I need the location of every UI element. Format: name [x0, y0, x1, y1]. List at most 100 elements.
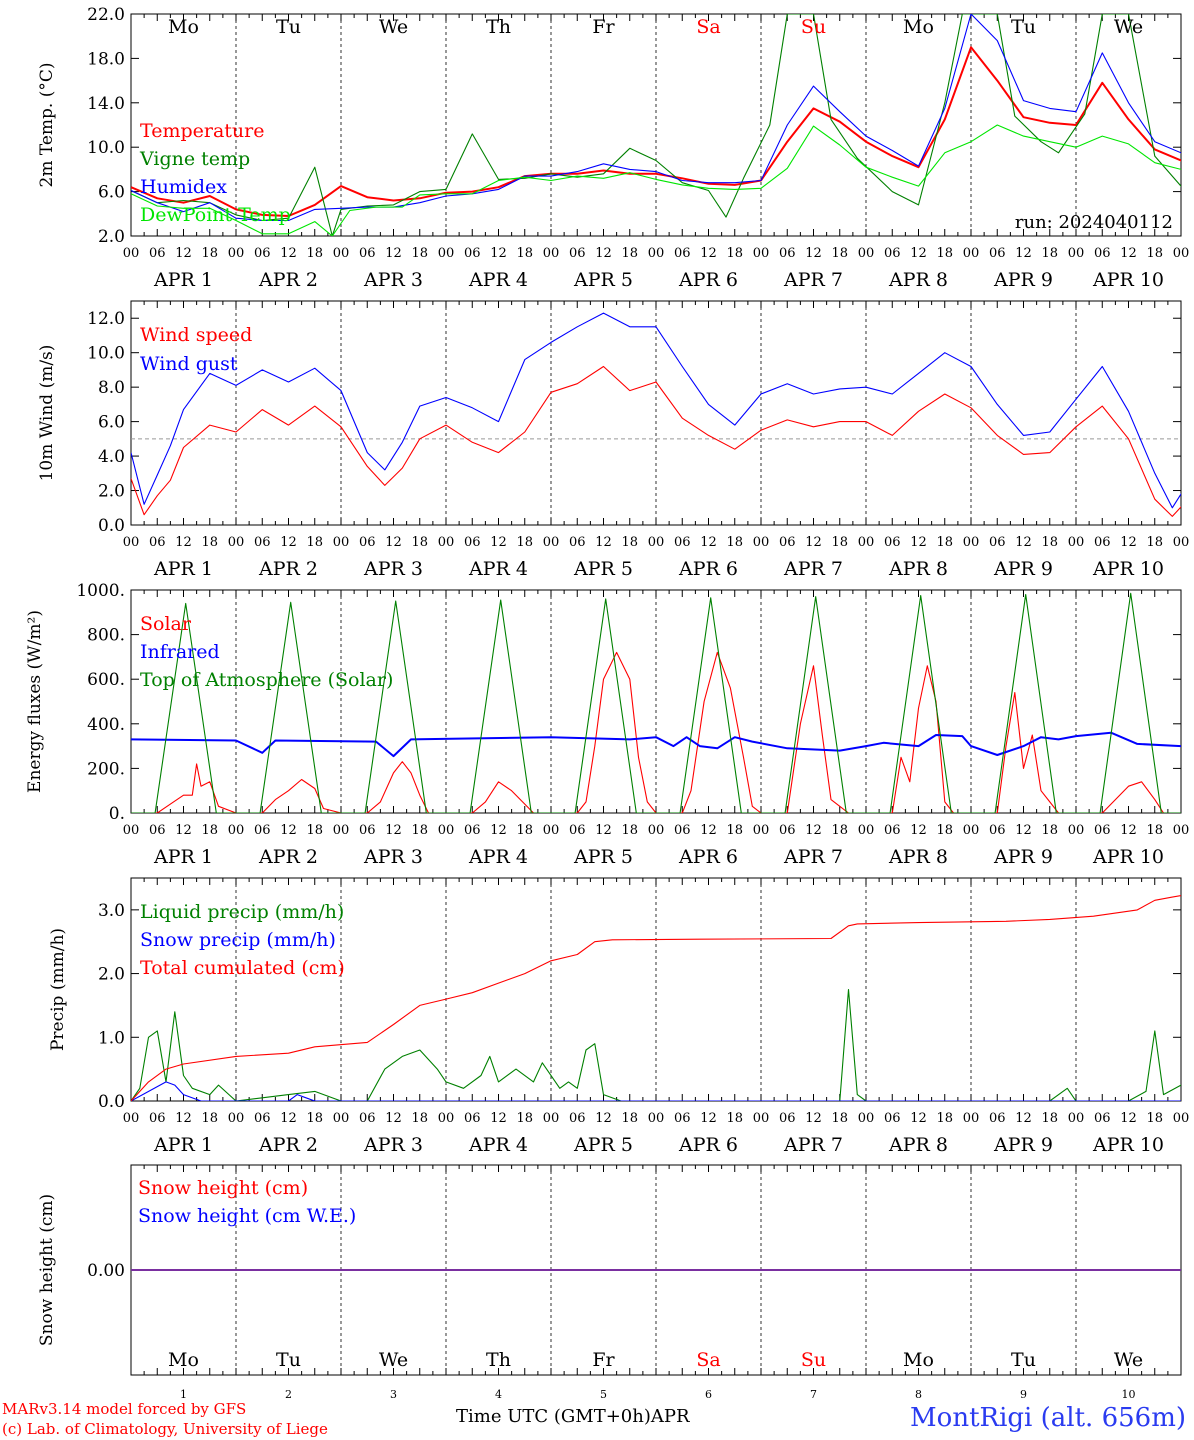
- date-label: APR 7: [783, 269, 843, 291]
- hour-tick-label: 12: [280, 823, 297, 838]
- day-of-week-label: Th: [486, 16, 511, 38]
- day-of-week-label: Sa: [696, 1349, 720, 1371]
- hour-tick-label: 18: [621, 535, 638, 550]
- series-dewpoint-temp: [131, 124, 1181, 236]
- panel-frame: [130, 300, 1182, 526]
- hour-tick-label: 06: [989, 246, 1006, 261]
- series-wind-gust: [131, 312, 1181, 509]
- day-of-week-label: We: [379, 1349, 408, 1371]
- hour-tick-label: 18: [726, 535, 743, 550]
- hour-tick-label: 18: [411, 823, 428, 838]
- hour-tick-label: 06: [1094, 246, 1111, 261]
- hour-tick-label: 00: [963, 1111, 980, 1126]
- hour-tick-label: 18: [1041, 246, 1058, 261]
- hour-tick-label: 18: [831, 535, 848, 550]
- hour-tick-label: 12: [175, 1111, 192, 1126]
- hour-tick-label: 18: [516, 246, 533, 261]
- legend-dewpoint-temp: DewPoint Temp: [140, 204, 291, 226]
- legend-wind-gust: Wind gust: [140, 353, 238, 375]
- hour-tick-label: 06: [359, 1111, 376, 1126]
- hour-tick-label: 12: [490, 246, 507, 261]
- date-label: APR 4: [468, 558, 528, 580]
- hour-tick-label: 12: [385, 823, 402, 838]
- y-tick-label: 800.: [87, 626, 125, 646]
- hour-tick-label: 18: [831, 246, 848, 261]
- date-label: APR 1: [153, 269, 213, 291]
- hour-tick-label: 00: [543, 1111, 560, 1126]
- hour-tick-label: 00: [858, 1111, 875, 1126]
- hour-tick-label: 12: [1015, 1111, 1032, 1126]
- series-top-of-atmosphere-solar-: [131, 592, 1181, 813]
- hour-tick-label: 00: [123, 535, 140, 550]
- hour-tick-label: 18: [936, 535, 953, 550]
- hour-tick-label: 12: [910, 535, 927, 550]
- y-tick-label: 10.0: [87, 138, 125, 158]
- hour-tick-label: 18: [306, 246, 323, 261]
- hour-tick-label: 06: [1094, 1111, 1111, 1126]
- y-tick-label: 0.: [109, 804, 125, 824]
- hour-tick-label: 12: [385, 1111, 402, 1126]
- date-label: APR 4: [468, 269, 528, 291]
- hour-tick-label: 12: [700, 535, 717, 550]
- hour-tick-label: 18: [1146, 1111, 1163, 1126]
- date-label: APR 9: [993, 269, 1053, 291]
- hour-tick-label: 06: [569, 246, 586, 261]
- hour-tick-label: 18: [726, 246, 743, 261]
- hour-tick-label: 06: [569, 1111, 586, 1126]
- hour-tick-label: 12: [595, 1111, 612, 1126]
- hour-tick-label: 00: [438, 535, 455, 550]
- hour-tick-label: 06: [464, 823, 481, 838]
- hour-tick-label: 06: [254, 823, 271, 838]
- hour-tick-label: 00: [333, 535, 350, 550]
- day-number-label: 8: [915, 1388, 922, 1401]
- hour-tick-label: 00: [123, 246, 140, 261]
- hour-tick-label: 18: [936, 823, 953, 838]
- hour-tick-label: 00: [123, 1111, 140, 1126]
- hour-tick-label: 12: [175, 246, 192, 261]
- hour-tick-label: 12: [805, 823, 822, 838]
- hour-tick-label: 06: [779, 1111, 796, 1126]
- hour-tick-label: 00: [333, 823, 350, 838]
- hour-tick-label: 06: [674, 1111, 691, 1126]
- hour-tick-label: 12: [805, 246, 822, 261]
- y-tick-label: 10.0: [87, 344, 125, 364]
- series-snow-precip-mm-h-: [131, 1081, 1181, 1101]
- y-tick-label: 200.: [87, 759, 125, 779]
- legend-temperature: Temperature: [140, 120, 264, 142]
- hour-tick-label: 00: [1173, 1111, 1190, 1126]
- hour-tick-label: 12: [175, 535, 192, 550]
- date-label: APR 4: [468, 1134, 528, 1156]
- date-label: APR 3: [363, 1134, 423, 1156]
- series-solar: [131, 651, 1181, 813]
- hour-tick-label: 12: [910, 823, 927, 838]
- panel-wind: [130, 300, 1182, 526]
- hour-tick-label: 12: [1015, 823, 1032, 838]
- hour-tick-label: 18: [621, 246, 638, 261]
- hour-tick-label: 12: [595, 535, 612, 550]
- hour-tick-label: 00: [543, 246, 560, 261]
- hour-tick-label: 12: [280, 1111, 297, 1126]
- hour-tick-label: 00: [963, 535, 980, 550]
- hour-tick-label: 18: [201, 535, 218, 550]
- hour-tick-label: 12: [1015, 535, 1032, 550]
- hour-tick-label: 06: [254, 1111, 271, 1126]
- hour-tick-label: 06: [884, 246, 901, 261]
- y-tick-label: 4.0: [98, 447, 125, 467]
- day-number-label: 4: [495, 1388, 502, 1401]
- hour-tick-label: 00: [1068, 1111, 1085, 1126]
- hour-tick-label: 18: [1041, 535, 1058, 550]
- hour-tick-label: 00: [753, 535, 770, 550]
- date-label: APR 8: [888, 846, 948, 868]
- y-tick-label: 3.0: [98, 901, 125, 921]
- legend-snow-height-cm-w-e-: Snow height (cm W.E.): [138, 1205, 356, 1227]
- day-of-week-label: We: [379, 16, 408, 38]
- hour-tick-label: 00: [1173, 823, 1190, 838]
- day-of-week-label: We: [1114, 1349, 1143, 1371]
- y-tick-label: 6.0: [98, 413, 125, 433]
- hour-tick-label: 00: [1068, 823, 1085, 838]
- day-of-week-label: Mo: [168, 1349, 199, 1371]
- date-label: APR 6: [678, 558, 738, 580]
- hour-tick-label: 06: [359, 535, 376, 550]
- hour-tick-label: 12: [1120, 246, 1137, 261]
- legend-snow-precip-mm-h-: Snow precip (mm/h): [140, 929, 336, 951]
